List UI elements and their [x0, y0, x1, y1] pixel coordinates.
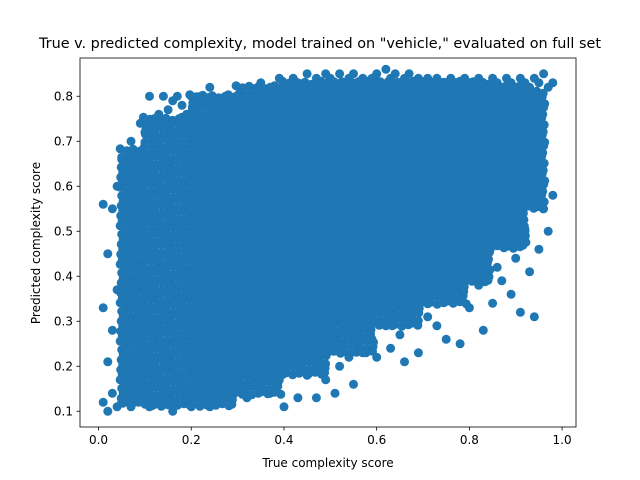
dense-point [276, 389, 286, 399]
dense-point [414, 308, 424, 318]
chart-title: True v. predicted complexity, model trai… [38, 36, 601, 52]
dense-point [320, 368, 330, 378]
data-points [98, 64, 558, 416]
dense-point [413, 320, 423, 330]
dense-point [227, 399, 237, 409]
